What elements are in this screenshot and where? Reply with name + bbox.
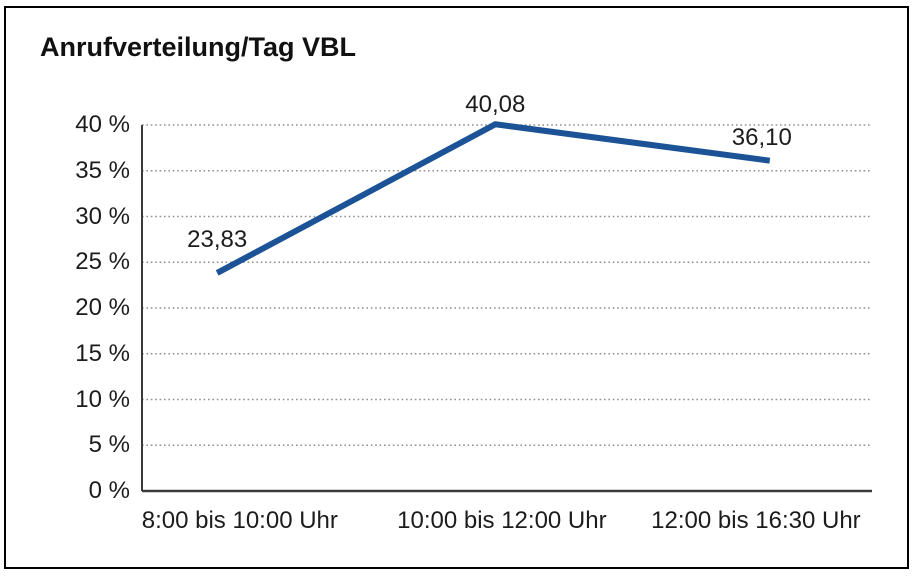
y-tick-label: 5 % xyxy=(88,431,130,459)
y-tick-label: 20 % xyxy=(75,294,130,321)
y-tick-label: 0 % xyxy=(88,477,130,504)
x-category-label: 12:00 bis 16:30 Uhr xyxy=(651,507,861,534)
x-category-label: 10:00 bis 12:00 Uhr xyxy=(397,507,607,534)
y-tick-label: 15 % xyxy=(75,339,130,367)
data-point-label: 23,83 xyxy=(187,225,248,253)
y-tick-label: 10 % xyxy=(75,385,130,413)
y-tick-label: 40 % xyxy=(75,111,130,138)
data-point-label: 36,10 xyxy=(731,123,792,151)
y-tick-label: 25 % xyxy=(75,248,130,276)
series-line xyxy=(215,121,771,276)
chart-title: Anrufverteilung/Tag VBL xyxy=(40,32,357,62)
x-category-label: 8:00 bis 10:00 Uhr xyxy=(141,507,338,534)
data-point-label: 40,08 xyxy=(465,91,526,119)
y-tick-label: 30 % xyxy=(75,202,130,230)
chart-border-frame xyxy=(4,6,909,569)
y-tick-label: 35 % xyxy=(75,156,130,184)
